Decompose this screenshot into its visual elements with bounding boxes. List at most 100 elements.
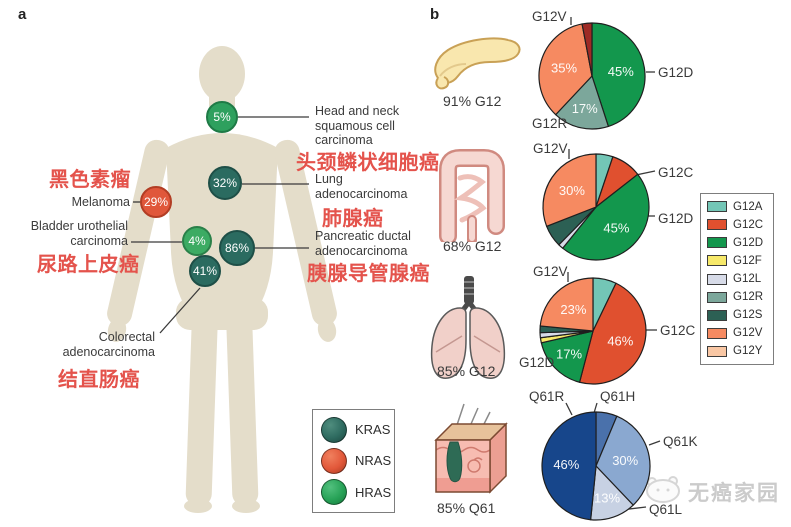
pancreas-slice-pct-G12R: 17% — [572, 101, 598, 116]
mutation-legend-label: G12S — [733, 309, 763, 322]
skin-ext-label-Q61K: Q61K — [663, 434, 698, 449]
colon-slice-pct-G12V: 30% — [559, 183, 585, 198]
lung-slice-pct-G12C: 46% — [607, 334, 633, 349]
pancreas-ext-label-G12D: G12D — [658, 65, 694, 80]
pancreas-slice-pct-G12V: 35% — [551, 60, 577, 75]
mutation-legend-item-G12F: G12F — [707, 252, 767, 270]
head-neck-label-en: Head and neck squamous cell carcinoma — [315, 104, 400, 147]
skin-ext-label-Q61L: Q61L — [649, 502, 683, 517]
lung-ext-label-G12D: G12D — [519, 355, 555, 370]
colon-ext-label-G12V: G12V — [533, 141, 568, 156]
mutation-legend-item-G12C: G12C — [707, 216, 767, 234]
mutation-legend-item-G12R: G12R — [707, 288, 767, 306]
G12V-color-swatch — [707, 327, 727, 339]
pancreas-pie-chart: 45% 17% 35% — [538, 22, 646, 130]
colon-icon — [439, 149, 505, 242]
pancreas-ext-label-G12V: G12V — [532, 9, 567, 24]
pancreas-slice-G12V — [538, 23, 593, 116]
G12Y-color-swatch — [707, 345, 727, 357]
ras-legend-item-HRAS: HRAS — [321, 477, 391, 508]
mutation-legend-label: G12C — [733, 218, 764, 231]
skin-slice-Q61K — [595, 415, 651, 506]
lung-ext-label-G12C: G12C — [660, 323, 696, 338]
lung-slice-pct-G12D: 17% — [556, 347, 582, 362]
ras-gene-legend: KRAS NRAS HRAS — [312, 409, 395, 513]
ras-legend-label: HRAS — [355, 484, 392, 500]
pancreas-slice-G12D — [591, 22, 646, 128]
skin-slice-Q61R — [541, 411, 597, 521]
lung-prevalence-circle: 32% — [208, 166, 242, 200]
mutation-legend-label: G12A — [733, 200, 763, 213]
colorectal-label-zh: 结直肠癌 — [58, 369, 140, 391]
pancreas-slice-G12R — [555, 75, 609, 130]
colon-slice-pct-G12D: 45% — [603, 220, 629, 235]
colon-pie-chart: 45% 30% — [542, 153, 650, 261]
lung-caption: 85% G12 — [437, 363, 496, 379]
lung-label-zh: 肺腺癌 — [322, 208, 384, 230]
hras-sphere-icon — [321, 479, 347, 506]
G12R-color-swatch — [707, 291, 727, 303]
nras-sphere-icon — [321, 447, 347, 474]
skin-ext-label-Q61H: Q61H — [600, 389, 636, 404]
panel-b-label: b — [430, 6, 440, 23]
ras-legend-label: NRAS — [355, 453, 392, 469]
panel-a-label: a — [18, 6, 27, 23]
head-neck-prevalence-circle: 5% — [206, 101, 238, 133]
mutation-legend-label: G12D — [733, 236, 764, 249]
mutation-legend-label: G12V — [733, 327, 763, 340]
skin-slice-pct-Q61R: 46% — [553, 457, 579, 472]
lung-slice-G12C — [578, 282, 647, 385]
G12C-color-swatch — [707, 219, 727, 231]
mutation-legend-label: G12L — [733, 273, 762, 285]
skin-slice-pct-Q61L: 13% — [594, 491, 620, 506]
pancreas-caption: 91% G12 — [443, 93, 502, 109]
lung-ext-label-G12V: G12V — [533, 264, 568, 279]
mutation-legend-label: G12Y — [733, 345, 763, 358]
skin-icon — [434, 403, 508, 494]
kras-sphere-icon — [321, 416, 347, 443]
leader-line — [159, 287, 201, 334]
colon-ext-label-G12D: G12D — [658, 211, 694, 226]
lung-pie-chart: 46% 17% 23% — [539, 277, 647, 385]
G12L-color-swatch — [707, 273, 727, 285]
G12S-color-swatch — [707, 309, 727, 321]
mutation-legend-label: G12F — [733, 254, 762, 267]
bladder-label-en: Bladder urothelial carcinoma — [30, 219, 128, 248]
watermark-logo-icon — [646, 476, 680, 503]
mutation-legend-item-G12A: G12A — [707, 198, 767, 216]
skin-slice-pct-Q61K: 30% — [612, 453, 638, 468]
mutation-legend-label: G12R — [733, 291, 764, 304]
lung-slice-G12D — [540, 330, 594, 383]
pancreas-prevalence-circle: 86% — [219, 230, 255, 266]
watermark-text: 无癌家园 — [688, 482, 780, 505]
pancreas-slice-pct-G12D: 45% — [608, 64, 634, 79]
mutation-legend-item-G12V: G12V — [707, 324, 767, 342]
head-neck-label-zh: 头颈鳞状细胞癌 — [296, 152, 440, 174]
pancreatic-label-en: Pancreatic ductal adenocarcinoma — [315, 229, 411, 258]
pancreas-icon — [434, 37, 521, 90]
ras-legend-label: KRAS — [355, 422, 391, 438]
ras-legend-item-KRAS: KRAS — [321, 414, 390, 445]
pancreas-slice-G12C — [581, 22, 593, 77]
lungs-icon — [430, 276, 506, 379]
bladder-prevalence-circle: 4% — [182, 226, 212, 256]
mutation-legend-item-G12Y: G12Y — [707, 343, 767, 361]
leader-line — [593, 402, 598, 414]
colon-slice-G12V — [542, 153, 597, 227]
colon-caption: 68% G12 — [443, 238, 502, 254]
skin-caption: 85% Q61 — [437, 500, 496, 516]
lung-slice-G12V — [539, 277, 594, 332]
colon-slice-G12D — [562, 173, 650, 261]
melanoma-label-zh: 黑色素瘤 — [49, 169, 131, 191]
leader-line — [648, 440, 661, 446]
colorectal-prevalence-circle: 41% — [189, 255, 221, 287]
colon-ext-label-G12C: G12C — [658, 165, 694, 180]
melanoma-prevalence-circle: 29% — [140, 186, 172, 218]
mutation-legend-item-G12L: G12L — [707, 270, 767, 288]
skin-ext-label-Q61R: Q61R — [529, 389, 565, 404]
lung-label-en: Lung adenocarcinoma — [315, 172, 408, 201]
ras-legend-item-NRAS: NRAS — [321, 445, 391, 476]
mutation-legend-item-G12S: G12S — [707, 306, 767, 324]
